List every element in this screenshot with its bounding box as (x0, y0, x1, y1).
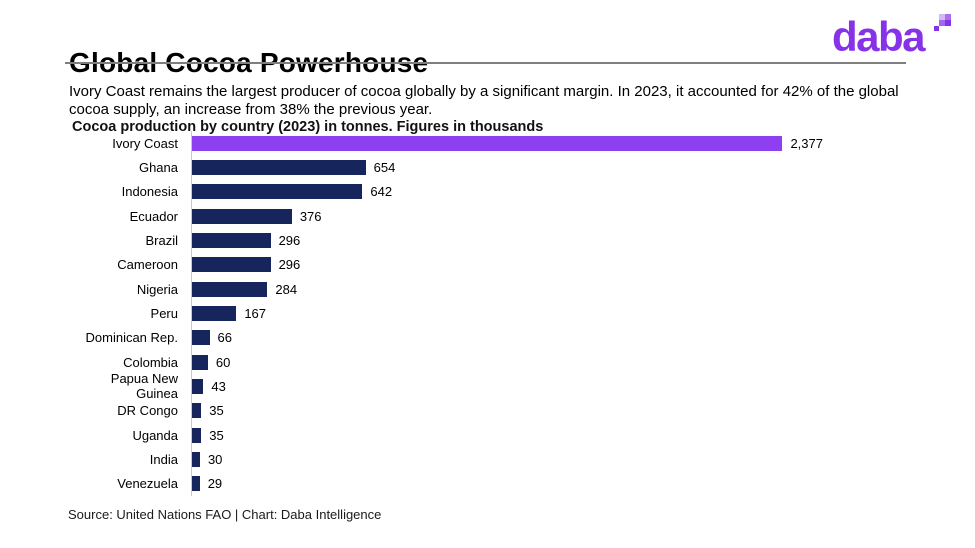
bar (192, 159, 366, 175)
value-label: 43 (211, 378, 226, 394)
category-label: Peru (150, 305, 178, 321)
value-label: 60 (215, 354, 231, 370)
bar (192, 232, 271, 248)
category-label: Nigeria (136, 281, 178, 297)
bar-track: 30 (191, 447, 823, 472)
bar-row: Peru 167 (68, 301, 928, 326)
value-label: 167 (244, 305, 267, 321)
category-label: Papua New Guinea (110, 371, 178, 402)
bar-row: Dominican Rep. 66 (68, 325, 928, 350)
daba-logo-pixel-icon (934, 14, 951, 31)
category-label: Brazil (145, 232, 178, 248)
bar-row: Nigeria 284 (68, 276, 928, 302)
value-label: 296 (278, 257, 301, 273)
bar-row: India 30 (68, 447, 928, 472)
bar-track: 35 (191, 422, 823, 448)
value-label: 2,377 (790, 135, 823, 151)
bar-row: Brazil 296 (68, 228, 928, 253)
category-label: DR Congo (117, 403, 178, 419)
bar (192, 330, 210, 346)
bar-track: 167 (191, 301, 823, 326)
bar (192, 378, 204, 394)
value-label: 654 (373, 159, 396, 175)
bar (192, 476, 200, 492)
value-label: 284 (275, 281, 298, 297)
bar (192, 281, 268, 297)
value-label: 35 (209, 427, 224, 443)
bar-track: 654 (191, 155, 823, 180)
bar-track: 66 (191, 325, 823, 350)
bar-row: Ghana 654 (68, 155, 928, 180)
bar (192, 305, 237, 321)
bar-track: 642 (191, 179, 823, 204)
bar-chart: Ivory Coast 2,377 Ghana 654 Indonesia 64… (68, 131, 928, 496)
category-label: Dominican Rep. (85, 330, 179, 346)
daba-logo-text: daba (831, 13, 926, 60)
category-label: Ecuador (129, 208, 178, 224)
bar-track: 2,377 (191, 131, 823, 156)
title-divider (65, 62, 906, 64)
bar (192, 184, 363, 200)
bar (192, 257, 271, 273)
bar (192, 427, 202, 443)
chart-title: Cocoa production by country (2023) in to… (72, 119, 544, 136)
bar (192, 451, 200, 467)
value-label: 29 (207, 476, 223, 492)
category-label: Indonesia (121, 184, 178, 200)
bar-row: Cameroon 296 (68, 252, 928, 277)
bar-row: Ecuador 376 (68, 203, 928, 229)
bar-row: Ivory Coast 2,377 (68, 131, 928, 156)
bar (192, 354, 208, 370)
bar-row: Indonesia 642 (68, 179, 928, 204)
category-label: Uganda (132, 427, 178, 443)
bar (192, 403, 202, 419)
value-label: 35 (209, 403, 224, 419)
bar-track: 284 (191, 276, 823, 302)
bar-row: Papua New Guinea 43 (68, 371, 928, 402)
category-label: Ghana (138, 159, 178, 175)
bar-track: 43 (191, 374, 823, 399)
value-label: 66 (217, 330, 232, 346)
bar-track: 296 (191, 228, 823, 253)
category-label: Ivory Coast (112, 135, 178, 151)
bar-track: 296 (191, 252, 823, 277)
source-credit: Source: United Nations FAO | Chart: Daba… (68, 507, 382, 522)
bar-track: 29 (191, 471, 823, 496)
bar-track: 60 (191, 349, 823, 375)
chart-description: Ivory Coast remains the largest producer… (69, 83, 899, 118)
bar-row: Uganda 35 (68, 422, 928, 448)
bar-track: 376 (191, 203, 823, 229)
value-label: 296 (278, 232, 301, 248)
category-label: Colombia (123, 354, 178, 370)
bar (192, 135, 783, 151)
daba-logo: daba (821, 6, 951, 60)
bar-track: 35 (191, 398, 823, 423)
bar-row: DR Congo 35 (68, 398, 928, 423)
category-label: Venezuela (117, 476, 178, 492)
bar-row: Venezuela 29 (68, 471, 928, 496)
value-label: 376 (299, 208, 322, 224)
bar (192, 208, 292, 224)
bar-row: Colombia 60 (68, 349, 928, 375)
value-label: 30 (207, 451, 223, 467)
category-label: India (149, 451, 178, 467)
category-label: Cameroon (117, 257, 178, 273)
value-label: 642 (370, 184, 393, 200)
